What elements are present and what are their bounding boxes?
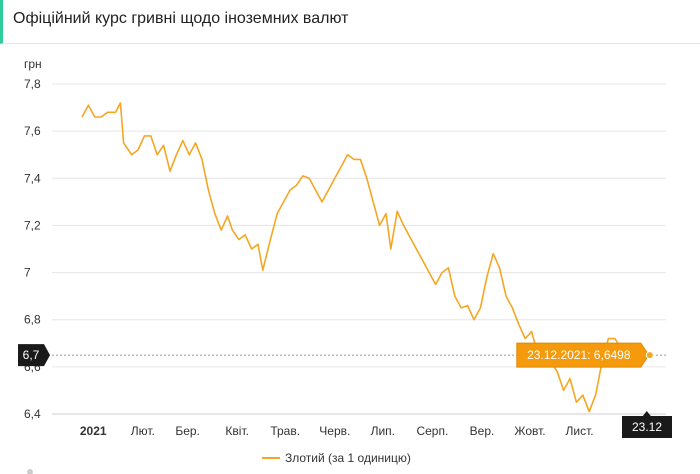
x-tick-label: Серп. [416, 424, 448, 438]
y-crosshair-badge [18, 344, 50, 367]
y-axis-label: грн [24, 57, 42, 71]
x-tick-label: Жовт. [514, 424, 545, 438]
hover-point [645, 351, 654, 360]
card-title: Офіційний курс гривні щодо іноземних вал… [13, 10, 349, 27]
y-tick-label: 6,8 [24, 313, 41, 327]
y-tick-label: 7,2 [24, 218, 41, 232]
card-header: Офіційний курс гривні щодо іноземних вал… [0, 0, 700, 44]
y-crosshair-label: 6,7 [23, 348, 40, 362]
y-tick-label: 7,6 [24, 124, 41, 138]
x-crosshair-label: 23.12 [632, 420, 662, 434]
x-tick-label: Вер. [470, 424, 495, 438]
x-crosshair-pointer [642, 411, 651, 416]
y-tick-label: 7,8 [24, 77, 41, 91]
x-tick-label: Квіт. [225, 424, 249, 438]
x-tick-label: Лют. [131, 424, 155, 438]
x-tick-label: Трав. [270, 424, 300, 438]
tooltip-box [516, 342, 650, 368]
legend-item-zloty[interactable]: Злотий (за 1 одиницю) [262, 451, 411, 465]
x-tick-label: Черв. [319, 424, 350, 438]
x-tick-label: Лист. [566, 424, 594, 438]
x-tick-label: 2021 [80, 424, 107, 438]
legend-label: Злотий (за 1 одиницю) [285, 451, 411, 465]
x-crosshair-badge [622, 416, 672, 438]
tooltip-text: 23.12.2021: 6,6498 [527, 348, 631, 362]
y-tick-label: 7 [24, 266, 31, 280]
y-tick-label: 6,4 [24, 407, 41, 421]
x-tick-label: Лип. [371, 424, 395, 438]
y-tick-label: 7,4 [24, 171, 41, 185]
x-tick-label: Бер. [175, 424, 200, 438]
scroll-dot-icon [27, 469, 33, 474]
